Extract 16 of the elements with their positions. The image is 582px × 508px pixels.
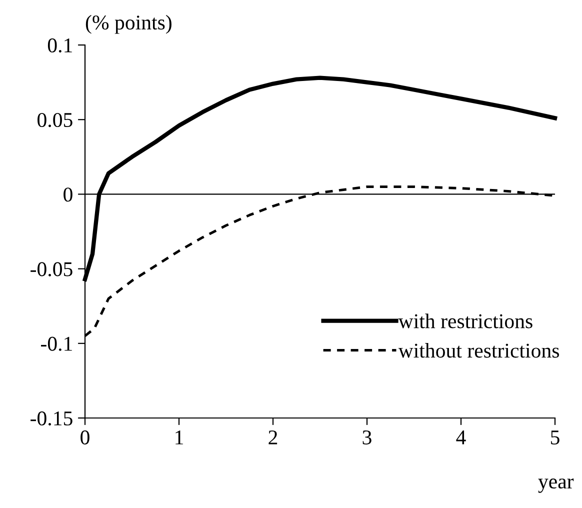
x-tick-label: 4 <box>456 430 466 444</box>
y-tick-label: 0 <box>64 188 72 202</box>
y-tick-label: -0.05 <box>30 262 72 276</box>
x-axis-title: year <box>538 478 574 493</box>
y-tick-label: -0.15 <box>30 411 72 426</box>
y-axis-title: (% points) <box>86 14 172 34</box>
x-tick-label: 5 <box>551 430 560 444</box>
x-tick-label: 2 <box>268 430 278 444</box>
y-tick-label: 0.05 <box>38 112 72 128</box>
x-tick-label: 0 <box>80 430 90 444</box>
legend-label: without restrictions <box>398 343 559 358</box>
y-tick-label: 0.1 <box>48 38 72 53</box>
legend-label: with restrictions <box>398 314 532 328</box>
x-tick-label: 3 <box>362 430 372 444</box>
y-tick-label: -0.1 <box>40 336 72 351</box>
x-tick-label: 1 <box>176 430 183 444</box>
